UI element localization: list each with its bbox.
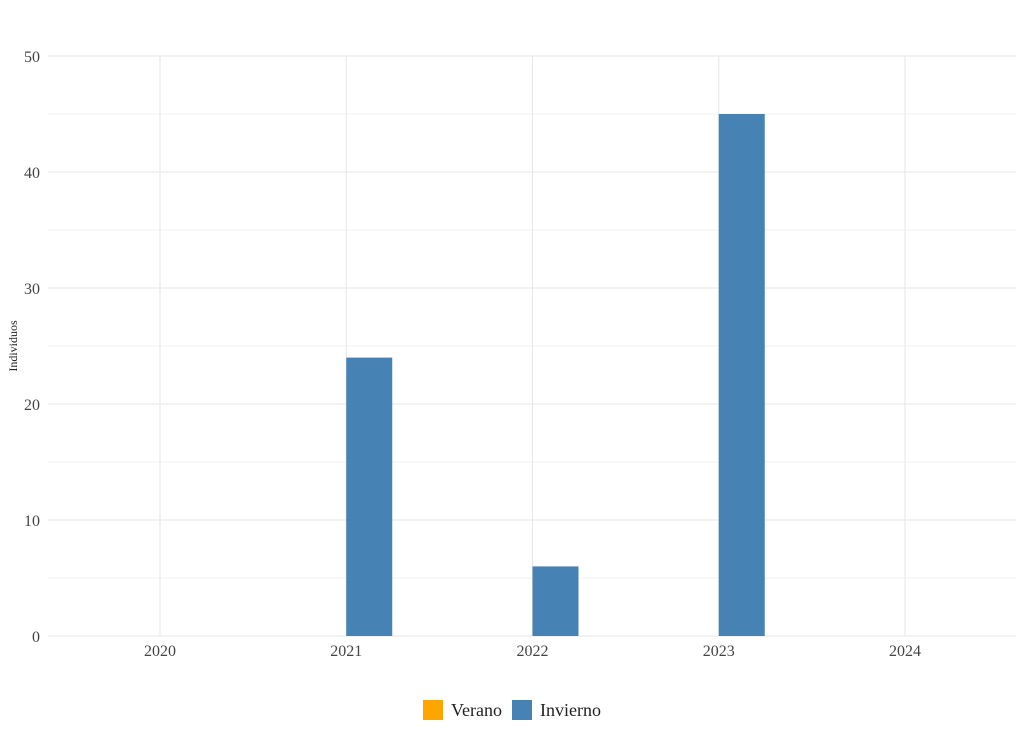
legend-item-verano: Verano	[423, 700, 502, 721]
legend: Verano Invierno	[0, 698, 1024, 722]
bars	[346, 114, 765, 636]
y-tick-label: 40	[24, 165, 40, 182]
legend-label-verano: Verano	[451, 699, 502, 720]
legend-swatch-verano	[423, 700, 444, 720]
y-tick-label: 20	[24, 397, 40, 414]
y-axis-label: Individuos	[6, 320, 20, 372]
x-tick-label: 2021	[330, 643, 362, 660]
bar-invierno	[346, 357, 393, 636]
y-tick-labels: 0 10 20 30 40 50	[24, 49, 40, 646]
bar-invierno	[718, 114, 765, 636]
bar-invierno	[532, 566, 579, 636]
x-tick-label: 2020	[144, 643, 176, 660]
x-tick-label: 2023	[703, 643, 735, 660]
y-tick-label: 10	[24, 513, 40, 530]
y-tick-label: 30	[24, 281, 40, 298]
legend-item-invierno: Invierno	[512, 700, 601, 721]
x-tick-labels: 2020 2021 2022 2023 2024	[144, 643, 921, 660]
legend-swatch-invierno	[512, 700, 532, 720]
y-tick-label: 0	[32, 629, 40, 646]
x-tick-label: 2022	[517, 643, 549, 660]
y-tick-label: 50	[24, 49, 40, 66]
x-tick-label: 2024	[889, 643, 921, 660]
legend-label-invierno: Invierno	[540, 699, 601, 720]
